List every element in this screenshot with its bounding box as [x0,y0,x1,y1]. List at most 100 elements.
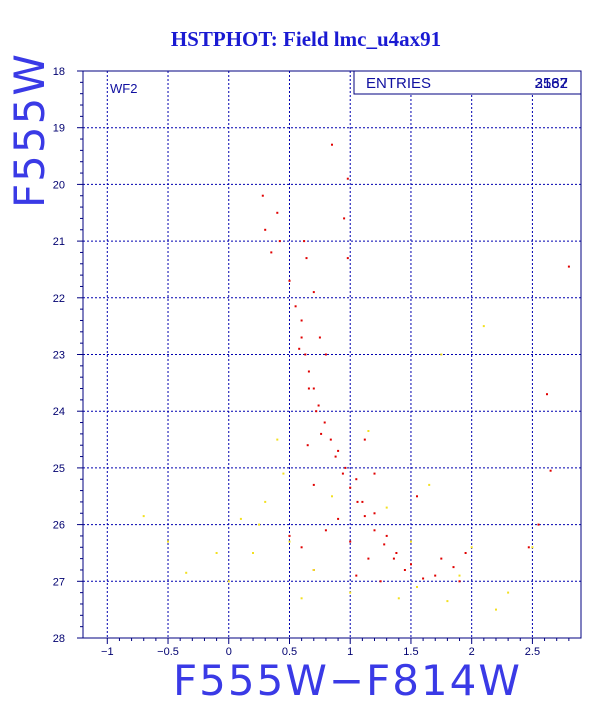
y-axis-label: F555W [5,52,54,208]
data-point [367,430,370,432]
x-axis-label-group: F555W−F814W [173,656,522,705]
data-point [270,251,273,254]
data-point [458,580,461,583]
x-tick-label: −0.5 [157,646,179,658]
chart-title: HSTPHOT: Field lmc_u4ax91 [171,27,441,51]
data-point [305,257,308,260]
data-point [300,546,303,549]
data-point [215,552,218,554]
y-tick-label: 22 [53,293,65,305]
data-point [300,336,303,339]
data-point [363,515,366,518]
data-point [331,143,333,146]
x-tick-label: −1 [101,646,114,658]
y-tick-label: 19 [53,123,65,135]
x-tick-label: 1.5 [403,646,418,658]
data-point [312,387,315,390]
data-point [410,563,412,566]
data-point [324,353,327,356]
data-point [329,438,332,441]
data-point [495,608,497,611]
data-point [363,438,366,441]
data-point [367,557,370,560]
data-point [458,574,461,577]
data-point [264,228,267,231]
data-point [446,600,449,603]
data-point [464,552,467,554]
data-point [343,217,346,220]
data-point [142,515,145,518]
data-point [392,557,395,560]
data-point [278,240,281,243]
data-point [227,580,230,583]
series-layer [142,143,570,611]
stats-entries-label: ENTRIES [366,75,431,92]
stats-box: ENTRIES 2587 3162 [353,70,582,95]
data-point [470,546,473,549]
data-point [344,466,347,469]
y-tick-label: 28 [53,633,65,645]
data-point [549,469,552,472]
data-point [440,353,443,356]
x-tick-label: 1 [347,646,353,658]
grid-layer [83,71,581,638]
data-point [383,543,386,546]
data-point [300,597,303,600]
data-point [355,574,358,577]
x-tick-layer: −1 −0.5 0 0.5 1 1.5 2 2.5 [101,638,570,658]
data-point [312,483,315,486]
stats-entries-value-b: 3162 [535,75,568,92]
data-point [294,305,297,308]
data-point [312,291,315,294]
data-point [337,517,340,520]
data-point [307,370,310,373]
data-point [385,506,388,509]
data-point [337,449,340,452]
x-tick-label: 0 [226,646,232,658]
data-point [312,569,315,571]
data-point [304,353,307,356]
data-point [567,265,570,268]
y-tick-label: 21 [53,236,65,248]
data-point [373,512,376,515]
data-point [379,580,382,583]
data-point [276,438,279,441]
y-tick-label: 20 [53,179,65,191]
data-point [546,393,548,396]
data-point [320,432,323,435]
data-point [185,571,188,574]
data-point [346,177,349,180]
y-tick-label: 27 [53,576,65,588]
stats-box-frame [353,70,582,95]
data-point [416,495,418,498]
data-point [507,591,510,594]
data-point [349,486,352,489]
data-point [355,478,358,481]
data-point [324,529,327,532]
data-point [276,211,279,214]
pad-label: WF2 [110,81,137,96]
data-point [422,577,425,580]
data-point [434,574,437,577]
data-point [385,534,388,537]
data-point [323,421,326,424]
data-point [264,500,267,503]
data-point [288,279,291,282]
data-point [306,444,309,447]
data-point [315,410,318,413]
data-point [395,552,398,554]
data-point [403,569,406,571]
y-tick-layer: 18 19 20 21 22 23 24 25 26 27 28 [53,66,83,645]
x-axis-label: F555W−F814W [173,656,522,705]
data-point [373,529,376,532]
data-point [239,517,242,520]
data-point [428,483,431,486]
stats-entries-value-a: 2587 [535,75,568,92]
data-point [531,546,534,549]
data-point [410,540,412,543]
data-point [346,257,349,260]
data-point [482,325,485,328]
title-group: HSTPHOT: Field lmc_u4ax91 [171,27,441,51]
data-point [349,540,352,543]
